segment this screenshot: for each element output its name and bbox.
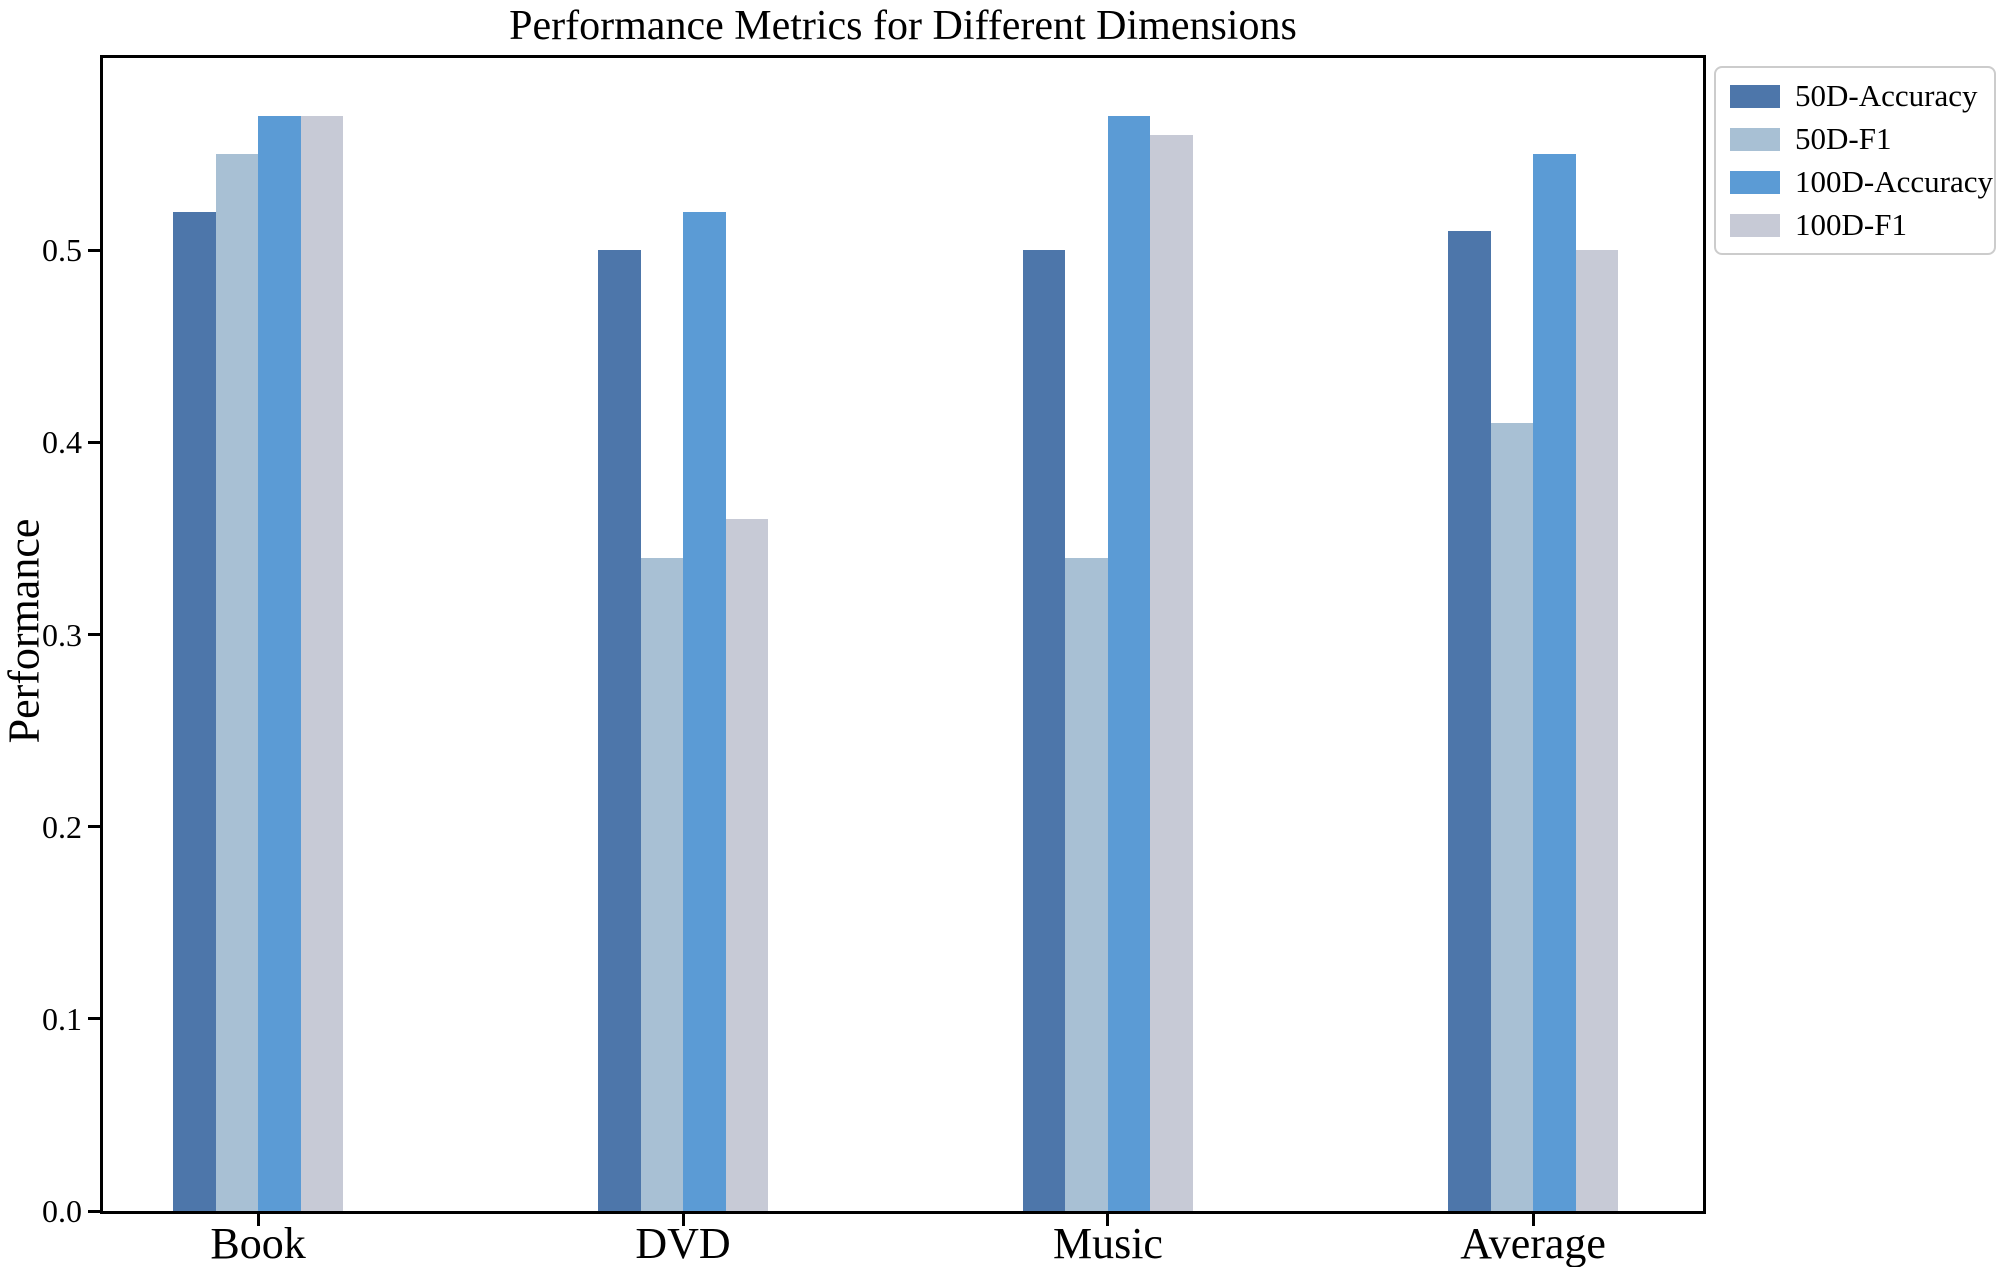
y-tick-label: 0.1 — [42, 1000, 82, 1037]
bar-music-100d-f1 — [1150, 134, 1193, 1211]
y-tick-label: 0.2 — [42, 808, 82, 845]
x-tick-label-music: Music — [1052, 1219, 1163, 1267]
plot-area — [100, 55, 1706, 1214]
legend-swatch-50d-accuracy — [1730, 84, 1780, 108]
legend-label-50d-accuracy: 50D-Accuracy — [1795, 78, 1978, 113]
bar-dvd-100d-accuracy — [683, 211, 726, 1211]
y-tick-label: 0.5 — [42, 232, 82, 269]
legend-item-50d-f1: 50D-F1 — [1730, 121, 1982, 157]
bar-average-50d-accuracy — [1448, 230, 1491, 1211]
y-tick-mark — [88, 248, 100, 252]
bar-book-100d-accuracy — [258, 115, 301, 1211]
x-tick-label-book: Book — [210, 1219, 306, 1267]
legend-label-50d-f1: 50D-F1 — [1795, 121, 1892, 156]
bar-book-100d-f1 — [300, 115, 344, 1211]
y-tick-mark — [88, 825, 100, 829]
x-tick-label-average: Average — [1460, 1219, 1606, 1267]
legend-label-100d-accuracy: 100D-Accuracy — [1795, 164, 1993, 199]
bar-average-100d-f1 — [1575, 250, 1619, 1211]
bar-music-50d-accuracy — [1022, 250, 1066, 1211]
bar-dvd-50d-accuracy — [598, 250, 641, 1211]
chart-title: Performance Metrics for Different Dimens… — [509, 3, 1297, 49]
x-tick-label-dvd: DVD — [635, 1219, 731, 1267]
legend-label-100d-f1: 100D-F1 — [1795, 207, 1907, 242]
bar-dvd-50d-f1 — [640, 557, 683, 1211]
y-tick-mark — [88, 1017, 100, 1021]
bar-book-50d-f1 — [215, 154, 259, 1211]
y-tick-mark — [88, 633, 100, 636]
legend-swatch-100d-accuracy — [1730, 170, 1780, 194]
legend-swatch-100d-f1 — [1730, 213, 1780, 237]
bar-music-100d-accuracy — [1107, 115, 1151, 1211]
y-tick-mark — [88, 440, 100, 444]
legend-item-50d-accuracy: 50D-Accuracy — [1730, 78, 1982, 114]
legend-swatch-50d-f1 — [1730, 127, 1780, 151]
x-tick-mark — [681, 1214, 685, 1226]
y-tick-label: 0.3 — [42, 616, 82, 653]
legend-item-100d-accuracy: 100D-Accuracy — [1730, 164, 1993, 200]
x-tick-mark — [1531, 1214, 1535, 1226]
bar-music-50d-f1 — [1065, 557, 1108, 1211]
legend-item-100d-f1: 100D-F1 — [1730, 207, 1982, 243]
bar-average-100d-accuracy — [1533, 154, 1576, 1211]
x-tick-mark — [256, 1214, 260, 1226]
y-tick-label: 0.0 — [42, 1193, 82, 1229]
y-tick-mark — [88, 1209, 100, 1213]
bar-average-50d-f1 — [1490, 423, 1534, 1211]
x-tick-mark — [1106, 1214, 1110, 1226]
legend: 50D-Accuracy 50D-F1 100D-Accuracy 100D-F1 — [1714, 66, 1996, 255]
bar-book-50d-accuracy — [173, 211, 216, 1211]
bar-dvd-100d-f1 — [725, 519, 768, 1211]
y-tick-label: 0.4 — [42, 424, 82, 461]
